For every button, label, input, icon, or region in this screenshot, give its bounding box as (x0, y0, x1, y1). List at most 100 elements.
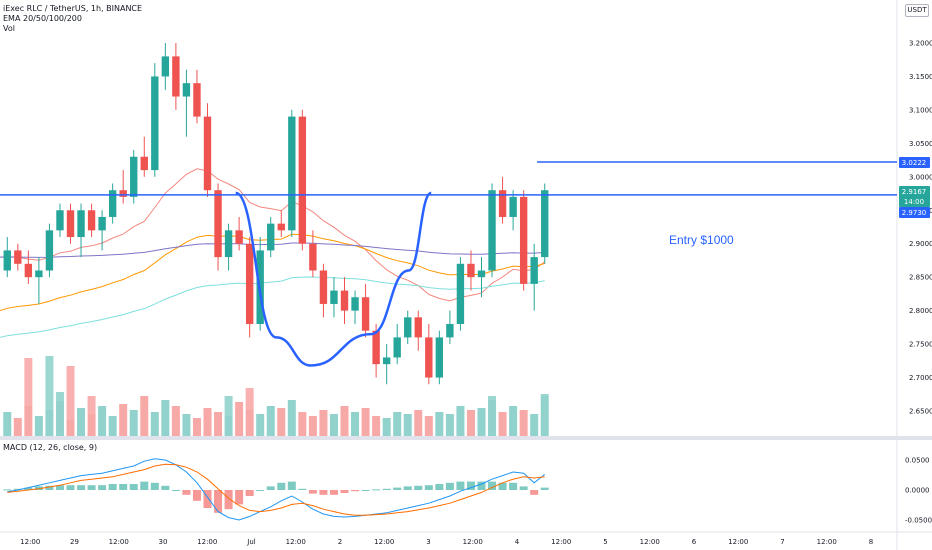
candle-body (203, 116, 212, 191)
candle[interactable] (340, 277, 349, 325)
candle[interactable] (161, 43, 170, 90)
signal-line (7, 463, 545, 516)
candle[interactable] (182, 69, 191, 137)
candle[interactable] (382, 344, 391, 385)
candle[interactable] (530, 243, 538, 311)
macd-histogram-bar (435, 484, 444, 490)
candle-body (161, 56, 170, 77)
candle[interactable] (435, 330, 444, 385)
macd-histogram-bar (329, 490, 338, 495)
candle-body (24, 263, 33, 278)
candle[interactable] (309, 230, 317, 278)
candle[interactable] (3, 237, 11, 278)
macd-histogram-bar (466, 481, 475, 490)
chart-title: iExec RLC / TetherUS, 1h, BINANCE (3, 4, 143, 13)
candle[interactable] (66, 203, 75, 244)
candle[interactable] (214, 183, 222, 271)
candle-body (298, 116, 307, 244)
volume-bar (77, 408, 86, 436)
macd-histogram-bar (203, 490, 212, 508)
macd-histogram-bar (224, 490, 233, 510)
time-axis-tick: Jul (246, 538, 256, 546)
volume-bar (540, 396, 549, 436)
macd-histogram-bar (66, 485, 75, 490)
candle[interactable] (330, 277, 338, 318)
volume-bar (182, 414, 191, 436)
volume-bar (87, 414, 96, 436)
candle-body (98, 216, 106, 231)
candle[interactable] (172, 43, 180, 110)
candle[interactable] (361, 283, 370, 338)
candle[interactable] (298, 109, 307, 251)
candle[interactable] (151, 63, 159, 177)
candle[interactable] (77, 203, 85, 258)
candle-body (456, 263, 465, 325)
macd-histogram-bar (214, 490, 223, 513)
ema-legend[interactable]: EMA 20/50/100/200 (3, 14, 82, 23)
candle[interactable] (456, 257, 465, 331)
price-axis-tick: 2.8500 (909, 274, 932, 282)
candle-body (340, 290, 349, 311)
candle[interactable] (319, 263, 328, 318)
volume-bar (214, 412, 223, 436)
volume-bar (119, 404, 128, 436)
candle[interactable] (193, 69, 201, 124)
candle[interactable] (119, 170, 127, 204)
candle[interactable] (245, 237, 254, 338)
candle[interactable] (235, 216, 243, 251)
candle[interactable] (45, 223, 54, 278)
price-axis-tick: 3.0000 (909, 173, 932, 181)
price-axis-tick: 2.7500 (909, 341, 932, 349)
candle[interactable] (98, 210, 106, 251)
candle-body (267, 223, 275, 251)
macd-histogram-bar (298, 488, 307, 490)
candle[interactable] (288, 109, 296, 238)
candle[interactable] (393, 324, 401, 365)
candle[interactable] (267, 216, 275, 258)
cup-pattern-curve[interactable] (235, 191, 432, 367)
candle[interactable] (541, 183, 549, 264)
candle[interactable] (224, 223, 233, 271)
candle[interactable] (425, 324, 433, 385)
volume-legend[interactable]: Vol (3, 24, 15, 33)
candle[interactable] (477, 257, 486, 298)
candle[interactable] (56, 203, 64, 238)
candle[interactable] (414, 310, 422, 351)
volume-bar (298, 412, 307, 436)
candle[interactable] (467, 250, 475, 291)
time-axis-tick: 4 (515, 538, 520, 546)
volume-bar (161, 400, 170, 436)
candle[interactable] (14, 243, 22, 271)
time-axis-tick: 7 (780, 538, 784, 546)
candle[interactable] (277, 210, 285, 238)
candle-body (477, 270, 486, 278)
macd-histogram-bar (351, 490, 360, 492)
time-axis-tick: 29 (70, 538, 79, 546)
volume-bar (329, 414, 338, 436)
pane-separator[interactable] (0, 436, 932, 440)
macd-histogram-bar (235, 490, 244, 505)
candle[interactable] (498, 176, 507, 224)
macd-histogram-bar (192, 490, 201, 501)
candle[interactable] (519, 190, 528, 291)
candle[interactable] (35, 257, 43, 304)
candle[interactable] (446, 310, 454, 345)
candle[interactable] (509, 190, 517, 231)
macd-legend[interactable]: MACD (12, 26, close, 9) (3, 443, 98, 452)
candle[interactable] (488, 183, 496, 278)
candle[interactable] (140, 136, 148, 177)
currency-selector[interactable]: USDT (905, 4, 929, 17)
candle[interactable] (108, 183, 117, 224)
macd-histogram-bar (308, 490, 317, 494)
macd-histogram-bar (119, 484, 128, 490)
candle[interactable] (203, 103, 212, 197)
volume-bar (403, 414, 412, 436)
candle[interactable] (87, 203, 96, 238)
candle[interactable] (404, 310, 412, 345)
last-price-tag: 2.9167 14:00 (899, 186, 930, 207)
candle[interactable] (24, 250, 33, 284)
volume-bar (277, 408, 286, 436)
entry-annotation[interactable]: Entry $1000 (669, 233, 734, 247)
candle[interactable] (351, 290, 359, 325)
